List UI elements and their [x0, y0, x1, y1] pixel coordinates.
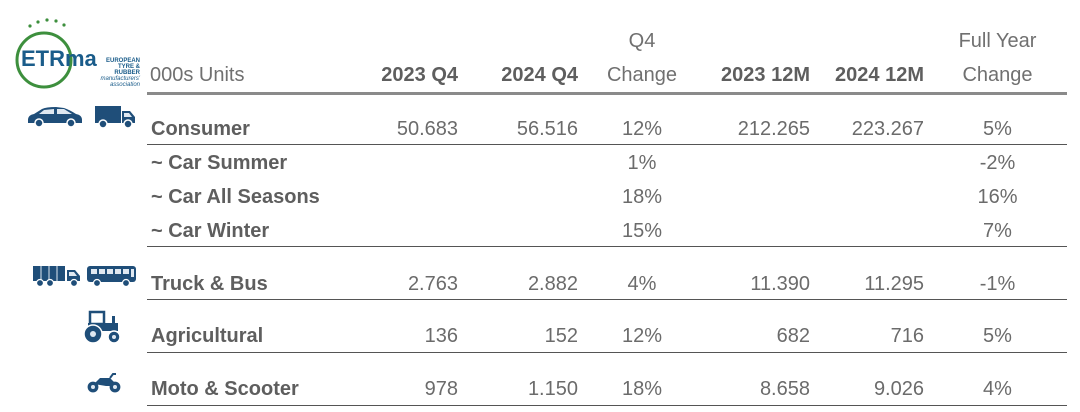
row-consumer-q4-2023: 50.683: [396, 118, 458, 140]
truck-icon: [33, 266, 80, 288]
row-truck-bus-q4-2024: 2.882: [527, 273, 578, 295]
tractor-icon: [83, 310, 121, 344]
col-2023-q4-header: 2023 Q4: [381, 64, 458, 86]
etrma-org-name: EUROPEAN TYRE & RUBBER manufacturers' as…: [100, 58, 141, 88]
units-header: 000s Units: [150, 64, 245, 86]
row-divider: [147, 246, 1067, 247]
row-moto-scooter-q4-2023: 978: [424, 378, 458, 400]
fy-change-header-bottom: Change: [962, 64, 1033, 86]
row-agricultural-q4-change: 12%: [621, 325, 663, 347]
row-agricultural-q4-2023: 136: [424, 325, 458, 347]
row-divider: [147, 352, 1067, 353]
row-moto-scooter-q4-2024: 1.150: [527, 378, 578, 400]
q4-change-header-bottom: Change: [606, 64, 678, 86]
row-truck-bus-12m-2024: 11.295: [864, 273, 924, 295]
row-moto-scooter-12m-2024: 9.026: [873, 378, 924, 400]
row-divider: [147, 405, 1067, 406]
row-consumer-fy-change: 5%: [983, 118, 1012, 140]
etrma-logo-graphic: ETRma: [15, 18, 98, 89]
row-car-summer-fy-change: -2%: [979, 152, 1016, 174]
row-car-all-seasons-q4-change: 18%: [621, 186, 663, 208]
row-agricultural-label: Agricultural: [151, 325, 264, 347]
row-agricultural-12m-2024: 716: [890, 325, 924, 347]
motorcycle-icon: [86, 373, 122, 394]
row-car-all-seasons-fy-change: 16%: [977, 186, 1018, 208]
row-consumer-12m-2023: 212.265: [737, 118, 810, 140]
row-agricultural-fy-change: 5%: [983, 325, 1012, 347]
q4-change-header-top: Q4: [628, 30, 656, 52]
row-truck-bus-q4-2023: 2.763: [407, 273, 458, 295]
row-truck-bus-fy-change: -1%: [979, 273, 1016, 295]
car-icon: [28, 107, 82, 128]
row-car-all-seasons-label: ~ Car All Seasons: [151, 186, 320, 208]
row-consumer-label: Consumer: [151, 118, 250, 140]
fy-change-header-top: Full Year: [958, 30, 1037, 52]
row-truck-bus-12m-2023: 11.390: [750, 273, 810, 295]
row-divider: [147, 299, 1067, 300]
row-moto-scooter-label: Moto & Scooter: [151, 378, 299, 400]
svg-text:ETRma: ETRma: [21, 46, 98, 71]
row-car-winter-q4-change: 15%: [621, 220, 663, 242]
row-agricultural-12m-2023: 682: [776, 325, 810, 347]
row-moto-scooter-fy-change: 4%: [983, 378, 1012, 400]
col-2023-12m-header: 2023 12M: [721, 64, 810, 86]
row-moto-scooter-12m-2023: 8.658: [759, 378, 810, 400]
row-moto-scooter-q4-change: 18%: [621, 378, 663, 400]
row-car-winter-label: ~ Car Winter: [151, 220, 270, 242]
row-divider: [147, 144, 1067, 145]
row-car-winter-fy-change: 7%: [983, 220, 1012, 242]
col-2024-12m-header: 2024 12M: [835, 64, 924, 86]
row-car-summer-q4-change: 1%: [627, 152, 657, 174]
col-2024-q4-header: 2024 Q4: [501, 64, 578, 86]
row-truck-bus-q4-change: 4%: [627, 273, 657, 295]
row-consumer-q4-change: 12%: [621, 118, 663, 140]
row-agricultural-q4-2024: 152: [544, 325, 578, 347]
row-consumer-12m-2024: 223.267: [851, 118, 924, 140]
van-icon: [95, 106, 135, 129]
row-truck-bus-label: Truck & Bus: [151, 273, 268, 295]
row-car-summer-label: ~ Car Summer: [151, 152, 288, 174]
etrma-logo: ETRma EUROPEAN TYRE & RUBBER manufacture…: [10, 16, 141, 98]
header-rule: [147, 92, 1067, 95]
bus-icon: [87, 266, 136, 288]
row-consumer-q4-2024: 56.516: [516, 118, 578, 140]
